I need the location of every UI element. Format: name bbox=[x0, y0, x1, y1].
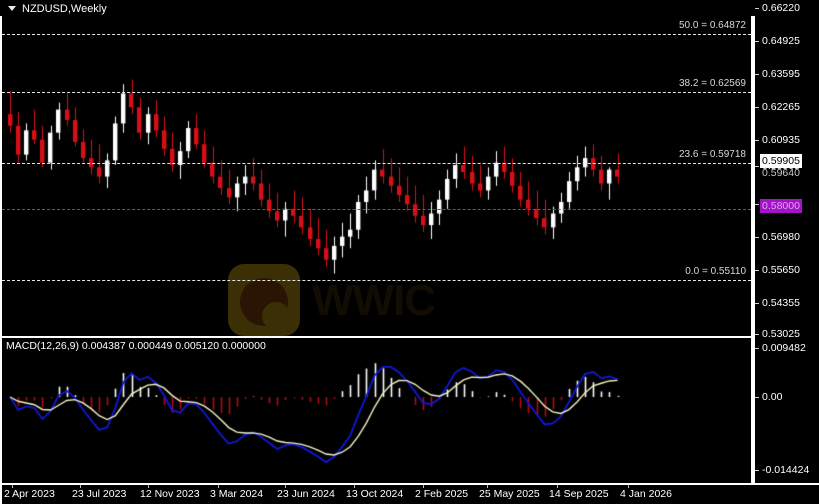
price-tick-label: 0.63595 bbox=[762, 68, 800, 80]
date-tick bbox=[487, 485, 488, 488]
fibonacci-line bbox=[2, 280, 751, 281]
price-tick-label: 0.56980 bbox=[762, 231, 800, 243]
fibonacci-line bbox=[2, 163, 751, 164]
date-tick bbox=[354, 485, 355, 488]
macd-tick-label: 0.00 bbox=[762, 391, 783, 403]
axis-tick bbox=[755, 237, 759, 238]
date-label: 2 Apr 2023 bbox=[4, 488, 55, 500]
date-label: 23 Jul 2023 bbox=[72, 488, 127, 500]
date-tick bbox=[148, 485, 149, 488]
violet-level-line bbox=[2, 209, 751, 210]
axis-tick bbox=[755, 74, 759, 75]
fibonacci-label: 23.6 = 0.59718 bbox=[678, 149, 746, 160]
macd-axis-tick bbox=[755, 470, 759, 471]
pane-divider bbox=[2, 336, 753, 338]
chart-titlebar: NZDUSD,Weekly bbox=[0, 0, 819, 16]
window-left-border bbox=[0, 0, 2, 504]
bid-price-label: 0.59640 bbox=[762, 167, 800, 179]
price-axis[interactable]: 0.66220 0.64925 0.63595 0.62265 0.60935 0.599… bbox=[755, 3, 819, 483]
violet-level-price-label: 0.58000 bbox=[760, 199, 802, 213]
axis-tick bbox=[755, 270, 759, 271]
date-tick bbox=[628, 485, 629, 488]
date-label: 13 Oct 2024 bbox=[346, 488, 404, 500]
watermark-ring-icon bbox=[240, 278, 290, 330]
fibonacci-line bbox=[2, 34, 751, 35]
axis-tick bbox=[755, 303, 759, 304]
date-tick bbox=[218, 485, 219, 488]
date-label: 25 May 2025 bbox=[479, 488, 540, 500]
watermark-text: WWIC bbox=[312, 276, 436, 325]
candlestick-canvas bbox=[2, 16, 751, 336]
chart-title: NZDUSD,Weekly bbox=[22, 3, 107, 15]
axis-tick bbox=[755, 8, 759, 9]
axis-tick bbox=[755, 41, 759, 42]
price-tick-label: 0.62265 bbox=[762, 101, 800, 113]
date-tick bbox=[285, 485, 286, 488]
chevron-down-icon[interactable] bbox=[8, 6, 16, 11]
date-tick bbox=[80, 485, 81, 488]
date-tick bbox=[423, 485, 424, 488]
axis-tick bbox=[755, 334, 759, 335]
date-tick bbox=[557, 485, 558, 488]
axis-separator bbox=[753, 16, 755, 483]
date-label: 2 Feb 2025 bbox=[415, 488, 469, 500]
date-tick bbox=[12, 485, 13, 488]
bottom-border bbox=[2, 483, 819, 485]
price-tick-label: 0.64925 bbox=[762, 35, 800, 47]
date-label: 12 Nov 2023 bbox=[140, 488, 200, 500]
date-label: 23 Jun 2024 bbox=[277, 488, 335, 500]
price-tick-label: 0.53025 bbox=[762, 328, 800, 340]
macd-canvas bbox=[2, 338, 751, 483]
axis-tick bbox=[755, 107, 759, 108]
axis-tick bbox=[755, 140, 759, 141]
axis-tick bbox=[755, 204, 759, 205]
date-label: 3 Mar 2024 bbox=[210, 488, 264, 500]
price-tick-label: 0.54355 bbox=[762, 297, 800, 309]
price-tick-label: 0.60935 bbox=[762, 134, 800, 146]
macd-tick-label: 0.009482 bbox=[762, 342, 806, 354]
fibonacci-label: 50.0 = 0.64872 bbox=[678, 20, 746, 31]
price-tick-label: 0.66220 bbox=[762, 2, 800, 14]
time-axis[interactable]: 2 Apr 2023 23 Jul 2023 12 Nov 2023 3 Mar 20… bbox=[2, 485, 819, 504]
price-tick-label: 0.55650 bbox=[762, 264, 800, 276]
macd-axis-tick bbox=[755, 348, 759, 349]
date-label: 4 Jan 2026 bbox=[620, 488, 672, 500]
fibonacci-label: 0.0 = 0.55110 bbox=[685, 266, 746, 277]
fibonacci-label: 38.2 = 0.62569 bbox=[678, 78, 746, 89]
watermark-logo: WWIC bbox=[228, 262, 558, 340]
watermark-inner-icon bbox=[262, 302, 290, 330]
macd-indicator-label: MACD(12,26,9) 0.004387 0.000449 0.005120… bbox=[6, 340, 266, 352]
price-chart-pane[interactable]: WWIC 50.0 = 0.64872 38.2 = 0.62569 23.6 = … bbox=[2, 16, 753, 336]
fibonacci-line bbox=[2, 92, 751, 93]
macd-tick-label: -0.014424 bbox=[762, 464, 810, 476]
axis-tick bbox=[755, 166, 759, 167]
watermark-badge bbox=[228, 264, 300, 336]
date-label: 14 Sep 2025 bbox=[549, 488, 609, 500]
current-price-label: 0.59905 bbox=[760, 154, 802, 168]
macd-pane[interactable] bbox=[2, 338, 753, 483]
macd-axis-tick bbox=[755, 397, 759, 398]
